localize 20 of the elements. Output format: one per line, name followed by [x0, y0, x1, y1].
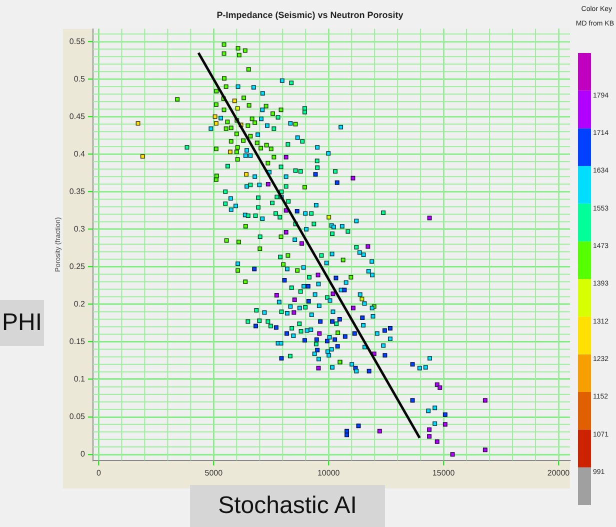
chart-title: P-Impedance (Seismic) vs Neutron Porosity — [216, 10, 404, 20]
x-tick-label: 0 — [96, 468, 102, 478]
x-tick-label: 5000 — [204, 468, 224, 478]
y-tick-label: 0.45 — [69, 112, 86, 121]
text: PHI — [0, 300, 44, 346]
x-tick-label: 15000 — [432, 468, 456, 478]
y-tick-label: 0.1 — [74, 374, 86, 384]
x-tick-label: 20000 — [547, 468, 570, 478]
y-tick-label: 0.55 — [69, 36, 86, 46]
y-tick-label: 0.05 — [69, 412, 86, 422]
y-tick-label: 0.4 — [74, 149, 86, 158]
y-tick-label: 0.35 — [69, 186, 86, 196]
text: Stochastic AI — [190, 485, 385, 527]
x-tick-label: 10000 — [317, 468, 340, 478]
y-tick-label: 0 — [80, 450, 86, 459]
y-tick-label: 0.15 — [69, 337, 86, 346]
y-tick-label: 0.3 — [74, 224, 86, 234]
y-tick-label: 0.2 — [74, 299, 86, 308]
y-tick-label: 0.25 — [69, 262, 86, 271]
y-tick-label: 0.5 — [74, 74, 86, 84]
